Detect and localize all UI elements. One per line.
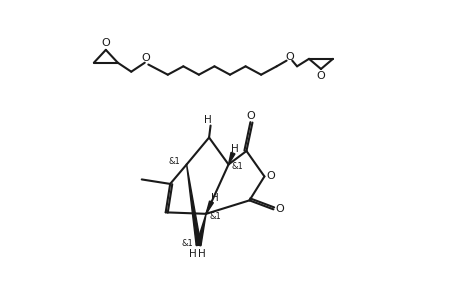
Text: O: O [285,52,294,62]
Text: H: H [198,249,205,259]
Text: &1: &1 [169,157,180,166]
Text: O: O [246,111,255,121]
Text: O: O [142,53,151,63]
Text: H: H [204,115,211,125]
Text: O: O [267,172,275,182]
Polygon shape [206,201,213,214]
Polygon shape [228,152,235,165]
Text: &1: &1 [209,212,221,221]
Text: O: O [276,204,284,214]
Text: H: H [189,249,197,259]
Polygon shape [186,165,201,246]
Text: &1: &1 [181,239,193,248]
Text: H: H [211,193,219,203]
Polygon shape [196,214,206,246]
Text: H: H [231,144,239,154]
Text: &1: &1 [231,162,243,171]
Text: O: O [101,38,110,48]
Text: O: O [317,71,325,81]
